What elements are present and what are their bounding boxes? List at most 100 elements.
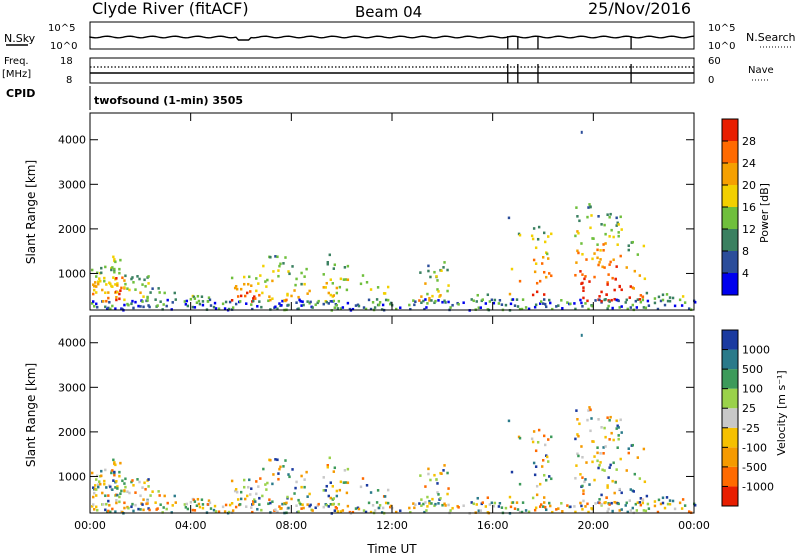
velocity-cell	[586, 418, 589, 422]
velocity-cell	[441, 503, 444, 507]
power-cell	[286, 292, 289, 296]
velocity-cell	[165, 507, 168, 511]
velocity-colorbar-swatch	[722, 349, 738, 370]
power-cell	[132, 306, 135, 310]
velocity-colorbar-tick-label: -100	[742, 441, 767, 454]
velocity-cell	[500, 506, 504, 509]
power-cell	[266, 278, 269, 282]
velocity-cell	[281, 502, 284, 506]
power-cell	[115, 277, 118, 280]
velocity-cell	[653, 500, 657, 503]
velocity-cell	[435, 478, 438, 481]
velocity-cell	[208, 501, 212, 505]
power-cell	[161, 308, 164, 311]
power-cell	[250, 303, 253, 306]
power-cell	[224, 300, 228, 304]
power-cell	[673, 304, 677, 308]
velocity-cell	[641, 498, 645, 502]
power-cell	[608, 263, 611, 266]
velocity-cell	[113, 461, 116, 464]
power-cell	[156, 304, 159, 307]
velocity-cell	[576, 433, 579, 436]
velocity-xtick-label: 08:00	[275, 519, 307, 532]
power-cell	[576, 249, 579, 253]
velocity-cell	[580, 504, 583, 508]
velocity-cell	[246, 494, 249, 498]
power-cell	[608, 235, 611, 238]
power-cell	[309, 300, 312, 304]
power-cell	[533, 270, 537, 274]
power-cell	[580, 242, 583, 245]
power-cell	[339, 277, 343, 281]
power-cell	[200, 295, 204, 299]
velocity-heatmap-cells	[91, 333, 697, 515]
velocity-cell	[538, 505, 542, 508]
power-cell	[351, 307, 355, 311]
power-cell	[131, 276, 134, 279]
power-colorbar-swatch	[722, 141, 738, 163]
power-cell	[395, 307, 398, 311]
velocity-cell	[433, 473, 436, 477]
power-colorbar-swatch	[722, 163, 738, 185]
velocity-cell	[139, 508, 142, 511]
power-colorbar-swatch	[722, 207, 738, 229]
power-cell	[252, 299, 255, 303]
power-cell	[576, 215, 579, 218]
velocity-cell	[274, 508, 277, 512]
power-cell	[443, 299, 446, 303]
power-colorbar-tick-label: 28	[742, 135, 756, 148]
power-cell	[256, 304, 259, 308]
power-cell	[306, 292, 309, 295]
velocity-cell	[282, 465, 285, 468]
power-cell	[105, 283, 108, 286]
power-colorbar-swatch	[722, 229, 738, 251]
power-cell	[412, 299, 415, 302]
velocity-cell	[620, 508, 623, 511]
power-cell	[602, 243, 605, 246]
velocity-cell	[694, 503, 697, 507]
velocity-cell	[146, 502, 149, 505]
power-cell	[606, 281, 609, 284]
power-cell	[557, 304, 560, 307]
power-cell	[609, 212, 612, 216]
power-cell	[97, 282, 100, 286]
velocity-cell	[224, 503, 228, 507]
velocity-cell	[414, 503, 417, 507]
velocity-cell	[428, 499, 431, 503]
power-cell	[302, 303, 305, 307]
velocity-cell	[589, 408, 592, 412]
power-cell	[451, 303, 454, 307]
velocity-colorbar-swatch	[722, 466, 738, 487]
velocity-cell	[586, 502, 589, 506]
power-cell	[381, 303, 385, 307]
velocity-cell	[324, 489, 327, 492]
velocity-cell	[250, 506, 253, 509]
velocity-cell	[354, 507, 358, 510]
velocity-cell	[603, 469, 606, 472]
velocity-colorbar-swatch	[722, 330, 738, 350]
velocity-cell	[104, 468, 107, 472]
velocity-cell	[333, 466, 337, 470]
power-cell	[294, 283, 297, 287]
power-cell	[581, 252, 584, 256]
nsky-tick-top: 10^5	[48, 23, 75, 34]
power-cell	[278, 264, 281, 268]
velocity-cell	[192, 498, 196, 502]
power-cell	[141, 300, 144, 303]
power-cell	[579, 298, 582, 302]
power-colorbar-swatch	[722, 251, 738, 273]
velocity-cell	[600, 493, 603, 497]
power-cell	[107, 296, 110, 300]
power-cell	[585, 258, 588, 261]
power-cell	[431, 294, 434, 298]
velocity-cell	[364, 510, 368, 514]
velocity-cell	[384, 501, 388, 505]
velocity-cell	[158, 494, 161, 497]
power-cell	[227, 307, 231, 311]
power-cell	[543, 298, 546, 301]
velocity-cell	[638, 477, 642, 480]
power-cell	[362, 306, 366, 309]
velocity-cell	[573, 505, 576, 508]
power-cell	[541, 255, 545, 259]
